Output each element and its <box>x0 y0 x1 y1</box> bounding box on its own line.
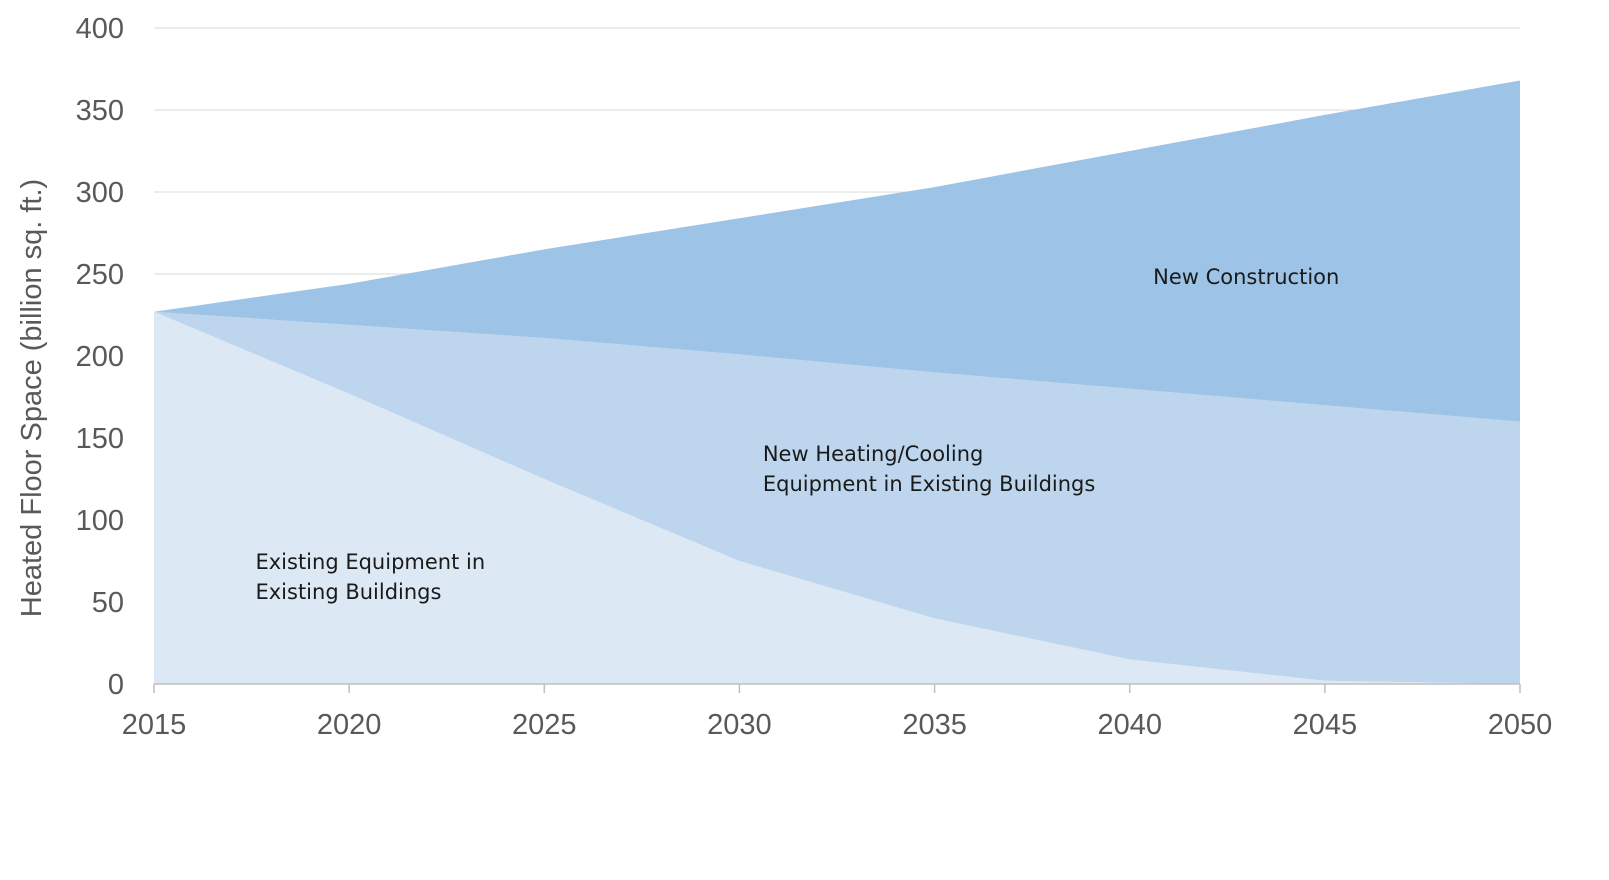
x-tick-labels: 2015 2020 2025 2030 2035 2040 2045 2050 <box>122 709 1553 741</box>
y-tick-label: 100 <box>76 505 124 537</box>
x-tick-label: 2045 <box>1293 709 1358 741</box>
y-tick-label: 200 <box>76 341 124 373</box>
y-tick-label: 50 <box>92 587 124 619</box>
x-tick-label: 2020 <box>317 709 382 741</box>
y-tick-label: 400 <box>76 13 124 45</box>
y-tick-label: 150 <box>76 423 124 455</box>
series-label-new_equipment: New Heating/Cooling Equipment in Existing… <box>763 442 1095 496</box>
x-tick-label: 2025 <box>512 709 577 741</box>
area-new_construction <box>154 80 1520 422</box>
x-tick-label: 2050 <box>1488 709 1553 741</box>
area-new_equipment <box>154 311 1520 684</box>
y-tick-label: 350 <box>76 95 124 127</box>
series-labels: Existing Equipment in Existing Buildings N… <box>255 265 1339 604</box>
x-tick-label: 2015 <box>122 709 187 741</box>
series-label-new_construction: New Construction <box>1153 265 1339 289</box>
area-existing <box>154 311 1520 684</box>
x-tick-label: 2035 <box>902 709 967 741</box>
x-tick-label: 2040 <box>1097 709 1162 741</box>
y-tick-label: 250 <box>76 259 124 291</box>
y-tick-label: 0 <box>108 669 124 701</box>
area-series <box>154 80 1520 684</box>
y-tick-labels: 0 50 100 150 200 250 300 350 400 <box>76 13 124 701</box>
y-tick-label: 300 <box>76 177 124 209</box>
series-label-existing: Existing Equipment in Existing Buildings <box>255 550 485 604</box>
x-tick-label: 2030 <box>707 709 772 741</box>
axes <box>153 683 1521 693</box>
y-axis-title: Heated Floor Space (billion sq. ft.) <box>16 179 48 617</box>
